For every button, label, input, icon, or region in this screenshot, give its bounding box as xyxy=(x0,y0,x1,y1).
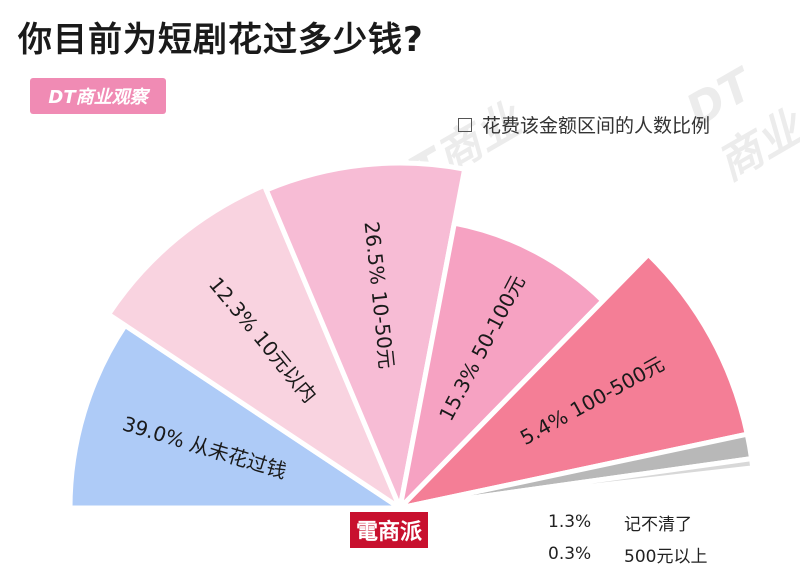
slice-value-label: 0.3% xyxy=(548,544,592,564)
slice-category-label: 500元以上 xyxy=(624,546,708,567)
pie-slice xyxy=(397,251,750,511)
small-slice-row: 1.3% 记不清了 xyxy=(548,506,707,538)
brand-logo: DT商业观察 xyxy=(30,78,166,114)
slice-category-label: 记不清了 xyxy=(624,514,692,535)
pie-slice xyxy=(397,220,606,511)
pie-slice xyxy=(67,322,403,511)
legend-checkbox-icon xyxy=(458,117,472,132)
legend-label: 花费该金额区间的人数比例 xyxy=(482,115,711,137)
legend: 花费该金额区间的人数比例 xyxy=(458,111,710,138)
small-slice-labels: 1.3% 记不清了 0.3% 500元以上 xyxy=(548,506,707,570)
small-slice-row: 0.3% 500元以上 xyxy=(548,538,707,570)
chart-title: 你目前为短剧花过多少钱? xyxy=(18,20,424,60)
pie-slice xyxy=(105,182,403,511)
slice-value-label: 1.3% xyxy=(548,512,592,532)
pie-slice xyxy=(397,456,756,511)
bottom-logo: 電商派 xyxy=(350,512,429,548)
